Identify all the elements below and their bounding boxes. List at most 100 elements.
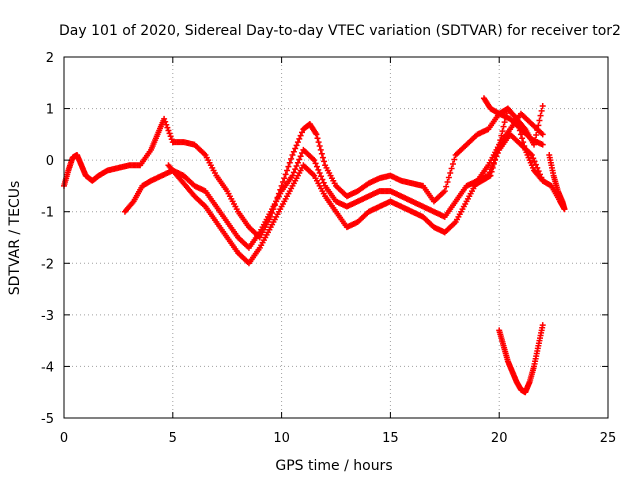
data-point	[164, 124, 171, 131]
x-tick-label: 5	[169, 431, 177, 446]
data-point	[443, 183, 450, 190]
data-point	[313, 131, 320, 138]
data-point	[167, 133, 174, 140]
data-point	[286, 159, 293, 166]
y-axis-label: SDTVAR / TECUs	[7, 181, 23, 296]
data-point	[451, 156, 458, 163]
data-point	[161, 115, 168, 122]
data-point	[498, 132, 505, 139]
data-point	[318, 173, 325, 180]
data-point	[281, 175, 288, 182]
data-point	[299, 129, 305, 136]
data-point	[537, 112, 544, 119]
data-point	[495, 145, 502, 152]
data-point	[290, 148, 297, 155]
plot-frame	[63, 56, 609, 419]
data-point	[163, 121, 170, 128]
y-tick-label: 2	[46, 51, 54, 66]
series-track-1	[61, 110, 546, 241]
data-point	[441, 188, 448, 195]
data-point	[311, 157, 318, 164]
data-point	[448, 165, 455, 172]
data-point	[502, 114, 509, 121]
data-points	[61, 95, 568, 396]
data-point	[288, 155, 295, 162]
data-point	[312, 160, 319, 167]
data-point	[292, 145, 299, 152]
data-point	[491, 157, 498, 164]
data-point	[536, 117, 543, 124]
data-point	[166, 130, 173, 137]
data-point	[500, 123, 507, 130]
series-track-5	[480, 95, 546, 148]
series-track-6	[546, 151, 568, 213]
x-axis-label: GPS time / hours	[275, 458, 392, 474]
data-point	[496, 141, 503, 148]
data-point	[497, 137, 504, 144]
data-point	[297, 153, 304, 160]
data-point	[162, 118, 169, 125]
data-point	[444, 179, 451, 186]
data-point	[532, 136, 539, 143]
data-point	[492, 153, 499, 160]
data-point	[539, 131, 546, 138]
data-point	[317, 146, 324, 153]
data-point	[519, 135, 526, 142]
data-point	[520, 139, 527, 146]
data-point	[539, 322, 546, 329]
data-point	[494, 149, 501, 156]
data-point	[318, 150, 325, 157]
data-point	[521, 142, 528, 149]
data-point	[534, 127, 541, 134]
data-point	[499, 128, 506, 135]
data-point	[296, 135, 303, 142]
y-tick-label: -2	[41, 257, 54, 272]
y-tick-label: 0	[46, 154, 54, 169]
data-point	[489, 164, 496, 171]
data-point	[320, 179, 327, 186]
y-tick-label: -1	[41, 206, 54, 221]
data-point	[561, 206, 568, 213]
data-point	[314, 135, 321, 142]
data-point	[293, 142, 300, 149]
data-point	[490, 161, 497, 168]
data-point	[445, 174, 452, 181]
data-point	[535, 122, 542, 129]
data-point	[539, 141, 546, 148]
data-point	[294, 139, 301, 146]
data-point	[531, 141, 538, 148]
data-point	[319, 154, 326, 161]
data-point	[289, 172, 296, 179]
data-point	[533, 132, 540, 139]
data-point	[293, 162, 300, 169]
series-track-3	[165, 110, 546, 267]
data-point	[517, 131, 524, 138]
data-point	[279, 179, 286, 186]
data-point	[290, 169, 297, 176]
x-tick-label: 10	[273, 431, 290, 446]
data-point	[487, 172, 494, 179]
data-point	[315, 166, 322, 173]
data-point	[296, 156, 303, 163]
x-tick-label: 0	[60, 431, 68, 446]
data-point	[292, 166, 299, 173]
data-point	[297, 132, 304, 139]
data-point	[531, 158, 538, 165]
y-tick-label: -5	[41, 412, 54, 427]
data-point	[316, 142, 323, 149]
axis-ticks: 0 5 10 15 20 25 -5 -4 -3 -2 -1 0 1 2	[41, 51, 616, 446]
data-point	[284, 167, 291, 174]
chart-title: Day 101 of 2020, Sidereal Day-to-day VTE…	[59, 23, 621, 39]
data-point	[316, 170, 323, 177]
data-point	[315, 139, 322, 146]
x-tick-label: 20	[491, 431, 508, 446]
data-point	[319, 176, 326, 183]
data-point	[488, 168, 495, 175]
data-point	[313, 163, 320, 170]
data-point	[449, 161, 456, 168]
series-track-7	[496, 322, 546, 396]
data-point	[165, 127, 172, 134]
data-point	[538, 107, 545, 114]
